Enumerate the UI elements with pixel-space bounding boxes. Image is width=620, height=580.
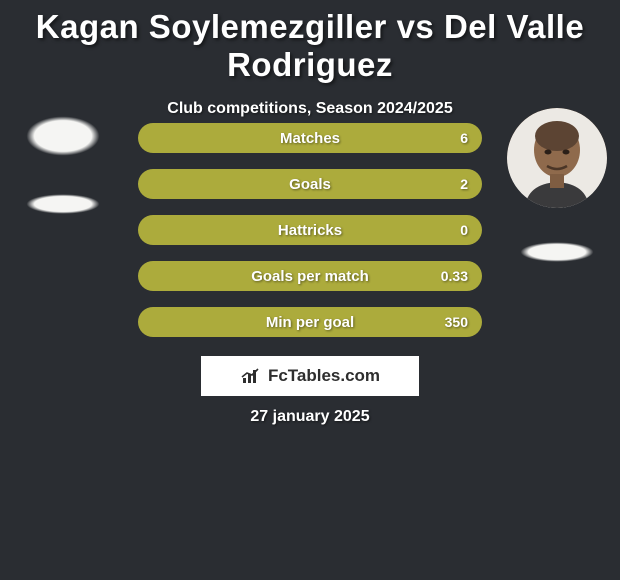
player-right-avatar <box>507 108 607 208</box>
stat-label: Goals <box>289 176 331 193</box>
player-left-column <box>8 108 118 266</box>
stat-label: Goals per match <box>251 268 369 285</box>
subtitle: Club competitions, Season 2024/2025 <box>0 100 620 118</box>
stat-value-right: 2 <box>460 176 468 192</box>
stat-value-right: 0.33 <box>441 268 468 284</box>
stat-label: Matches <box>280 130 340 147</box>
stat-value-right: 350 <box>445 314 468 330</box>
stat-row-hattricks: Hattricks 0 <box>138 215 482 245</box>
stat-value-right: 6 <box>460 130 468 146</box>
stat-row-goals: Goals 2 <box>138 169 482 199</box>
brand-box[interactable]: FcTables.com <box>201 356 419 396</box>
page-title: Kagan Soylemezgiller vs Del Valle Rodrig… <box>0 0 620 84</box>
player-right-column <box>502 108 612 266</box>
player-avatar-icon <box>507 108 607 208</box>
stat-row-matches: Matches 6 <box>138 123 482 153</box>
stat-row-goals-per-match: Goals per match 0.33 <box>138 261 482 291</box>
stat-label: Hattricks <box>278 222 342 239</box>
stat-row-min-per-goal: Min per goal 350 <box>138 307 482 337</box>
player-right-team-logo <box>505 238 609 266</box>
brand-chart-icon <box>240 367 262 385</box>
date-text: 27 january 2025 <box>0 408 620 426</box>
player-left-team-logo <box>11 190 115 218</box>
brand-text: FcTables.com <box>268 366 380 386</box>
stat-label: Min per goal <box>266 314 354 331</box>
stat-value-right: 0 <box>460 222 468 238</box>
stats-container: Matches 6 Goals 2 Hattricks 0 Goals per … <box>138 123 482 353</box>
